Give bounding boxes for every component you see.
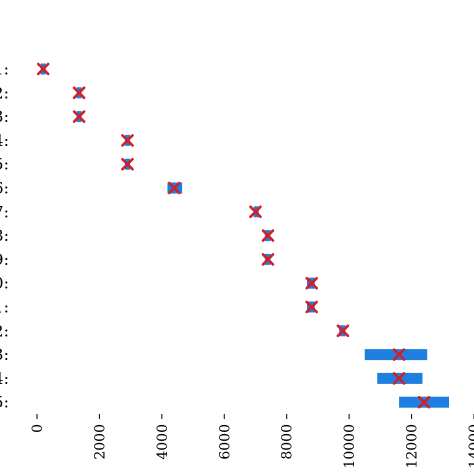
y-label-10: 10:	[0, 274, 9, 293]
y-label-7: 7:	[0, 202, 9, 221]
x-marker-9	[261, 253, 275, 266]
range-bar-13	[364, 349, 428, 361]
x-marker-11	[305, 300, 318, 314]
y-label-13: 13:	[0, 345, 9, 364]
x-marker-5	[121, 157, 134, 171]
y-label-14: 14:	[0, 369, 9, 388]
y-label-3: 3:	[0, 107, 9, 126]
x-tick-label-0: 0	[30, 424, 46, 433]
x-tick-label-14000: 14000	[467, 424, 474, 469]
x-marker-10	[305, 276, 318, 290]
x-tick-label-6000: 6000	[217, 424, 233, 460]
y-label-9: 9:	[0, 250, 9, 269]
x-marker-8	[261, 229, 275, 242]
x-tick-label-8000: 8000	[280, 424, 296, 460]
range-bars	[40, 63, 450, 408]
y-label-2: 2:	[0, 83, 9, 102]
y-label-15: 15:	[0, 393, 9, 412]
x-marker-3	[72, 110, 86, 123]
y-label-5: 5:	[0, 155, 9, 174]
y-label-12: 12:	[0, 321, 9, 340]
x-marker-12	[336, 324, 350, 338]
y-label-4: 4:	[0, 131, 9, 150]
y-axis-labels: 1: 2: 3: 4: 5: 6: 7: 8: 9: 10: 11: 12: 13: 14: 15:	[0, 60, 9, 412]
point-markers	[36, 62, 431, 409]
x-marker-13	[392, 348, 406, 361]
x-marker-7	[249, 205, 262, 219]
x-tick-label-4000: 4000	[155, 424, 171, 460]
x-tick-label-12000: 12000	[405, 424, 421, 469]
x-tick-label-10000: 10000	[342, 424, 358, 469]
x-axis: 0 2000 4000 6000 8000 10000 12000 14000	[30, 414, 474, 469]
x-marker-15	[417, 395, 431, 409]
y-label-6: 6:	[0, 179, 9, 198]
y-label-11: 11:	[0, 298, 9, 317]
y-label-1: 1:	[0, 60, 9, 79]
x-marker-1	[36, 62, 50, 76]
x-marker-6	[168, 181, 181, 195]
x-marker-2	[72, 86, 86, 100]
x-marker-4	[121, 134, 134, 147]
x-marker-14	[392, 372, 406, 385]
x-tick-label-2000: 2000	[92, 424, 108, 460]
y-label-8: 8:	[0, 226, 9, 245]
